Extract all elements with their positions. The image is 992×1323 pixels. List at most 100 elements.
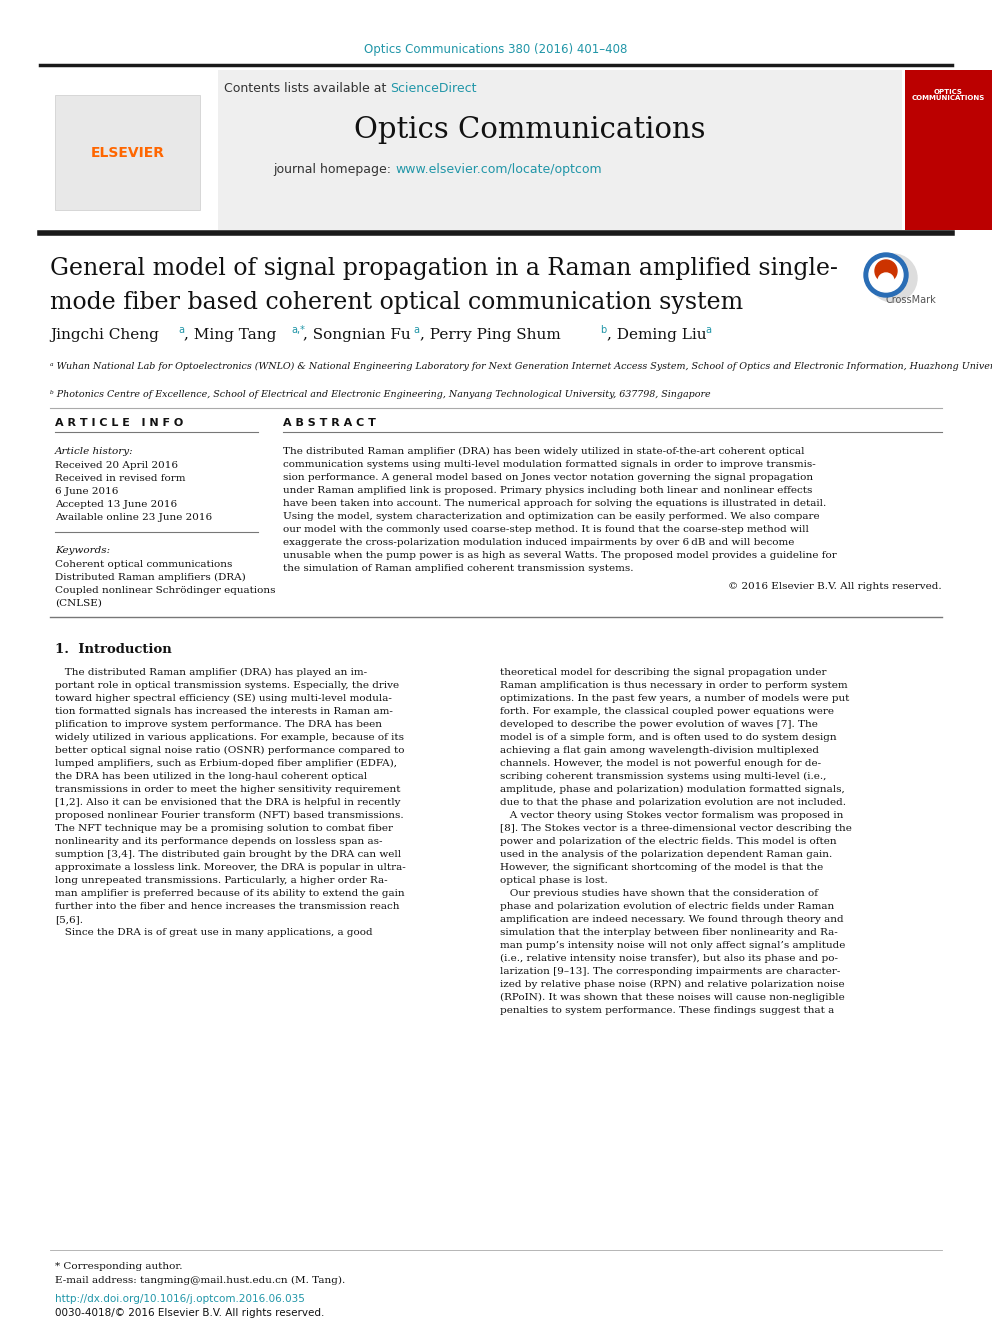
Text: A R T I C L E   I N F O: A R T I C L E I N F O <box>55 418 184 429</box>
Text: b: b <box>600 325 606 335</box>
Text: Coupled nonlinear Schrödinger equations: Coupled nonlinear Schrödinger equations <box>55 586 276 595</box>
Text: portant role in optical transmission systems. Especially, the drive: portant role in optical transmission sys… <box>55 681 399 691</box>
Text: The NFT technique may be a promising solution to combat fiber: The NFT technique may be a promising sol… <box>55 824 393 833</box>
Text: Using the model, system characterization and optimization can be easily performe: Using the model, system characterization… <box>283 512 819 521</box>
Text: [5,6].: [5,6]. <box>55 916 83 923</box>
Text: the DRA has been utilized in the long-haul coherent optical: the DRA has been utilized in the long-ha… <box>55 773 367 781</box>
Text: 6 June 2016: 6 June 2016 <box>55 487 118 496</box>
Text: ᵇ Photonics Centre of Excellence, School of Electrical and Electronic Engineerin: ᵇ Photonics Centre of Excellence, School… <box>50 390 710 400</box>
Text: Received 20 April 2016: Received 20 April 2016 <box>55 460 178 470</box>
Text: our model with the commonly used coarse-step method. It is found that the coarse: our model with the commonly used coarse-… <box>283 525 808 534</box>
Text: simulation that the interplay between fiber nonlinearity and Ra-: simulation that the interplay between fi… <box>500 927 838 937</box>
Text: (CNLSE): (CNLSE) <box>55 599 102 609</box>
Text: lumped amplifiers, such as Erbium-doped fiber amplifier (EDFA),: lumped amplifiers, such as Erbium-doped … <box>55 759 397 769</box>
FancyBboxPatch shape <box>40 70 218 230</box>
Text: man pump’s intensity noise will not only affect signal’s amplitude: man pump’s intensity noise will not only… <box>500 941 845 950</box>
Text: plification to improve system performance. The DRA has been: plification to improve system performanc… <box>55 720 382 729</box>
Text: exaggerate the cross-polarization modulation induced impairments by over 6 dB an: exaggerate the cross-polarization modula… <box>283 538 795 546</box>
Text: achieving a flat gain among wavelength-division multiplexed: achieving a flat gain among wavelength-d… <box>500 746 819 755</box>
Text: better optical signal noise ratio (OSNR) performance compared to: better optical signal noise ratio (OSNR)… <box>55 746 405 755</box>
Text: a: a <box>178 325 184 335</box>
FancyBboxPatch shape <box>40 70 902 230</box>
Text: E-mail address: tangming@mail.hust.edu.cn (M. Tang).: E-mail address: tangming@mail.hust.edu.c… <box>55 1275 345 1285</box>
FancyBboxPatch shape <box>905 70 992 230</box>
Text: (i.e., relative intensity noise transfer), but also its phase and po-: (i.e., relative intensity noise transfer… <box>500 954 838 963</box>
Text: long unrepeated transmissions. Particularly, a higher order Ra-: long unrepeated transmissions. Particula… <box>55 876 388 885</box>
Text: larization [9–13]. The corresponding impairments are character-: larization [9–13]. The corresponding imp… <box>500 967 840 976</box>
Text: forth. For example, the classical coupled power equations were: forth. For example, the classical couple… <box>500 706 834 716</box>
Text: due to that the phase and polarization evolution are not included.: due to that the phase and polarization e… <box>500 798 846 807</box>
Text: Distributed Raman amplifiers (DRA): Distributed Raman amplifiers (DRA) <box>55 573 246 582</box>
Text: ScienceDirect: ScienceDirect <box>390 82 476 94</box>
Text: Jingchi Cheng: Jingchi Cheng <box>50 328 159 343</box>
Text: Contents lists available at: Contents lists available at <box>223 82 390 94</box>
Text: Optics Communications 380 (2016) 401–408: Optics Communications 380 (2016) 401–408 <box>364 44 628 57</box>
Circle shape <box>875 261 897 282</box>
Text: further into the fiber and hence increases the transmission reach: further into the fiber and hence increas… <box>55 902 400 912</box>
Text: , Ming Tang: , Ming Tang <box>184 328 277 343</box>
Text: Accepted 13 June 2016: Accepted 13 June 2016 <box>55 500 178 509</box>
Text: theoretical model for describing the signal propagation under: theoretical model for describing the sig… <box>500 668 826 677</box>
Circle shape <box>864 253 908 296</box>
Text: ized by relative phase noise (RPN) and relative polarization noise: ized by relative phase noise (RPN) and r… <box>500 980 844 990</box>
Text: CrossMark: CrossMark <box>886 295 936 306</box>
Text: a: a <box>705 325 711 335</box>
Text: journal homepage:: journal homepage: <box>273 164 395 176</box>
Text: OPTICS
COMMUNICATIONS: OPTICS COMMUNICATIONS <box>912 89 985 102</box>
Text: penalties to system performance. These findings suggest that a: penalties to system performance. These f… <box>500 1005 834 1015</box>
Text: optimizations. In the past few years, a number of models were put: optimizations. In the past few years, a … <box>500 695 849 703</box>
Text: widely utilized in various applications. For example, because of its: widely utilized in various applications.… <box>55 733 404 742</box>
Text: Since the DRA is of great use in many applications, a good: Since the DRA is of great use in many ap… <box>55 927 373 937</box>
Text: However, the significant shortcoming of the model is that the: However, the significant shortcoming of … <box>500 863 823 872</box>
Text: www.elsevier.com/locate/optcom: www.elsevier.com/locate/optcom <box>395 164 601 176</box>
Text: Article history:: Article history: <box>55 447 134 456</box>
Text: Our previous studies have shown that the consideration of: Our previous studies have shown that the… <box>500 889 818 898</box>
Text: Available online 23 June 2016: Available online 23 June 2016 <box>55 513 212 523</box>
Text: Raman amplification is thus necessary in order to perform system: Raman amplification is thus necessary in… <box>500 681 847 691</box>
Text: amplitude, phase and polarization) modulation formatted signals,: amplitude, phase and polarization) modul… <box>500 785 845 794</box>
Circle shape <box>869 254 917 302</box>
Text: Coherent optical communications: Coherent optical communications <box>55 560 232 569</box>
Text: model is of a simple form, and is often used to do system design: model is of a simple form, and is often … <box>500 733 836 742</box>
Text: mode fiber based coherent optical communication system: mode fiber based coherent optical commun… <box>50 291 743 314</box>
Text: toward higher spectral efficiency (SE) using multi-level modula-: toward higher spectral efficiency (SE) u… <box>55 695 392 703</box>
Text: proposed nonlinear Fourier transform (NFT) based transmissions.: proposed nonlinear Fourier transform (NF… <box>55 811 404 820</box>
Text: tion formatted signals has increased the interests in Raman am-: tion formatted signals has increased the… <box>55 706 393 716</box>
Text: man amplifier is preferred because of its ability to extend the gain: man amplifier is preferred because of it… <box>55 889 405 898</box>
Text: General model of signal propagation in a Raman amplified single-: General model of signal propagation in a… <box>50 257 838 279</box>
Text: the simulation of Raman amplified coherent transmission systems.: the simulation of Raman amplified cohere… <box>283 564 634 573</box>
Text: sumption [3,4]. The distributed gain brought by the DRA can well: sumption [3,4]. The distributed gain bro… <box>55 849 401 859</box>
Text: © 2016 Elsevier B.V. All rights reserved.: © 2016 Elsevier B.V. All rights reserved… <box>728 582 942 591</box>
Circle shape <box>878 273 894 288</box>
Text: 1.  Introduction: 1. Introduction <box>55 643 172 656</box>
Text: Optics Communications: Optics Communications <box>354 116 705 144</box>
Text: under Raman amplified link is proposed. Primary physics including both linear an: under Raman amplified link is proposed. … <box>283 486 812 495</box>
Text: The distributed Raman amplifier (DRA) has been widely utilized in state-of-the-a: The distributed Raman amplifier (DRA) ha… <box>283 447 805 456</box>
Text: channels. However, the model is not powerful enough for de-: channels. However, the model is not powe… <box>500 759 821 767</box>
Text: a: a <box>413 325 419 335</box>
Text: [1,2]. Also it can be envisioned that the DRA is helpful in recently: [1,2]. Also it can be envisioned that th… <box>55 798 401 807</box>
Text: have been taken into account. The numerical approach for solving the equations i: have been taken into account. The numeri… <box>283 499 826 508</box>
Text: http://dx.doi.org/10.1016/j.optcom.2016.06.035: http://dx.doi.org/10.1016/j.optcom.2016.… <box>55 1294 305 1304</box>
Text: ᵃ Wuhan National Lab for Optoelectronics (WNLO) & National Engineering Laborator: ᵃ Wuhan National Lab for Optoelectronics… <box>50 363 992 372</box>
Text: ELSEVIER: ELSEVIER <box>91 146 165 160</box>
Text: approximate a lossless link. Moreover, the DRA is popular in ultra-: approximate a lossless link. Moreover, t… <box>55 863 406 872</box>
Text: used in the analysis of the polarization dependent Raman gain.: used in the analysis of the polarization… <box>500 849 832 859</box>
Text: transmissions in order to meet the higher sensitivity requirement: transmissions in order to meet the highe… <box>55 785 401 794</box>
Text: scribing coherent transmission systems using multi-level (i.e.,: scribing coherent transmission systems u… <box>500 773 826 781</box>
Text: phase and polarization evolution of electric fields under Raman: phase and polarization evolution of elec… <box>500 902 834 912</box>
Text: a,*: a,* <box>291 325 305 335</box>
Text: amplification are indeed necessary. We found through theory and: amplification are indeed necessary. We f… <box>500 916 843 923</box>
Text: [8]. The Stokes vector is a three-dimensional vector describing the: [8]. The Stokes vector is a three-dimens… <box>500 824 852 833</box>
Text: unusable when the pump power is as high as several Watts. The proposed model pro: unusable when the pump power is as high … <box>283 550 836 560</box>
Text: communication systems using multi-level modulation formatted signals in order to: communication systems using multi-level … <box>283 460 815 468</box>
Text: developed to describe the power evolution of waves [7]. The: developed to describe the power evolutio… <box>500 720 817 729</box>
Text: optical phase is lost.: optical phase is lost. <box>500 876 608 885</box>
Text: A B S T R A C T: A B S T R A C T <box>283 418 376 429</box>
Text: The distributed Raman amplifier (DRA) has played an im-: The distributed Raman amplifier (DRA) ha… <box>55 668 367 677</box>
Text: , Perry Ping Shum: , Perry Ping Shum <box>420 328 560 343</box>
Text: , Deming Liu: , Deming Liu <box>607 328 706 343</box>
Circle shape <box>869 258 903 292</box>
Text: power and polarization of the electric fields. This model is often: power and polarization of the electric f… <box>500 837 836 845</box>
Text: 0030-4018/© 2016 Elsevier B.V. All rights reserved.: 0030-4018/© 2016 Elsevier B.V. All right… <box>55 1308 324 1318</box>
